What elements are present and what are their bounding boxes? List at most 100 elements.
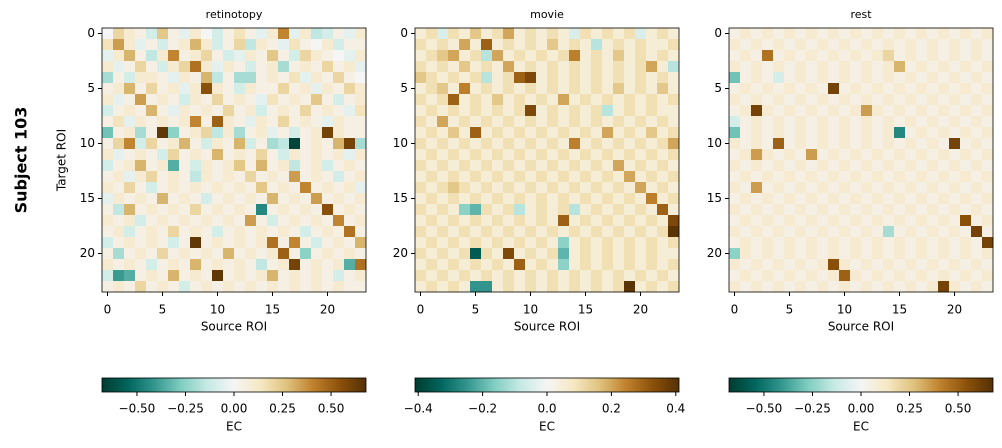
- heatmap-cell: [201, 61, 213, 73]
- heatmap-cell: [657, 138, 669, 150]
- heatmap-cell: [949, 171, 961, 183]
- heatmap-cell: [657, 237, 669, 249]
- heatmap-cell: [624, 72, 636, 84]
- heatmap-cell: [201, 259, 213, 271]
- heatmap-cell: [971, 171, 983, 183]
- heatmap-cell: [525, 83, 537, 95]
- heatmap-cell: [646, 72, 658, 84]
- heatmap-cell: [146, 160, 158, 172]
- heatmap-cell: [960, 105, 972, 117]
- heatmap-cell: [795, 149, 807, 161]
- heatmap-cell: [234, 215, 246, 227]
- heatmap-cell: [146, 259, 158, 271]
- colorbar-tick-label: −0.50: [746, 402, 783, 416]
- heatmap-cell: [547, 83, 559, 95]
- heatmap-cell: [157, 127, 169, 139]
- heatmap-cell: [624, 50, 636, 62]
- heatmap-cell: [817, 182, 829, 194]
- heatmap-cell: [492, 237, 504, 249]
- y-tick-label: 20: [80, 246, 95, 260]
- heatmap-cell: [569, 270, 581, 282]
- heatmap-cell: [850, 127, 862, 139]
- heatmap-cell: [982, 270, 994, 282]
- heatmap-cell: [322, 83, 334, 95]
- heatmap-cell: [437, 171, 449, 183]
- heatmap-cell: [883, 171, 895, 183]
- heatmap-cell: [613, 72, 625, 84]
- heatmap-cell: [300, 281, 312, 293]
- heatmap-cell: [591, 61, 603, 73]
- heatmap-cell: [146, 226, 158, 238]
- heatmap-cell: [157, 50, 169, 62]
- heatmap-cell: [492, 39, 504, 51]
- heatmap-cell: [355, 226, 367, 238]
- heatmap-cell: [514, 94, 526, 106]
- heatmap-cell: [102, 149, 114, 161]
- heatmap-cell: [861, 248, 873, 260]
- heatmap-cell: [806, 182, 818, 194]
- heatmap-cell: [168, 259, 180, 271]
- heatmap-cell: [569, 61, 581, 73]
- heatmap-cell: [938, 226, 950, 238]
- heatmap-cell: [850, 160, 862, 172]
- heatmap-cell: [580, 270, 592, 282]
- heatmap-cell: [971, 50, 983, 62]
- heatmap-cell: [190, 50, 202, 62]
- heatmap-cell: [102, 281, 114, 293]
- heatmap-cell: [751, 105, 763, 117]
- heatmap-cell: [949, 259, 961, 271]
- heatmap-cell: [872, 226, 884, 238]
- heatmap-cell: [729, 182, 741, 194]
- heatmap-cell: [894, 237, 906, 249]
- heatmap-cell: [894, 149, 906, 161]
- heatmap-cell: [938, 204, 950, 216]
- heatmap-cell: [470, 127, 482, 139]
- heatmap-cell: [971, 127, 983, 139]
- heatmap-cell: [762, 28, 774, 40]
- heatmap-cell: [322, 149, 334, 161]
- heatmap-cell: [828, 83, 840, 95]
- heatmap-cell: [751, 127, 763, 139]
- heatmap-cell: [168, 281, 180, 293]
- heatmap-cell: [437, 160, 449, 172]
- heatmap-cell: [234, 149, 246, 161]
- heatmap-cell: [795, 116, 807, 128]
- heatmap-cell: [817, 193, 829, 205]
- heatmap-cell: [949, 215, 961, 227]
- heatmap-cell: [784, 61, 796, 73]
- heatmap-cell: [179, 204, 191, 216]
- heatmap-cell: [949, 182, 961, 194]
- colorbar-label: EC: [539, 420, 555, 434]
- heatmap-cell: [740, 248, 752, 260]
- heatmap-cell: [916, 215, 928, 227]
- heatmap-cell: [872, 28, 884, 40]
- y-tick-label: 15: [707, 191, 722, 205]
- heatmap-cell: [333, 237, 345, 249]
- heatmap-cell: [245, 270, 257, 282]
- heatmap-cell: [927, 39, 939, 51]
- heatmap-cell: [861, 116, 873, 128]
- heatmap-cell: [613, 237, 625, 249]
- heatmap-cell: [602, 94, 614, 106]
- heatmap-cell: [245, 105, 257, 117]
- heatmap-cell: [861, 28, 873, 40]
- heatmap-cell: [602, 226, 614, 238]
- heatmap-cell: [168, 83, 180, 95]
- heatmap-cell: [481, 270, 493, 282]
- heatmap-cell: [470, 237, 482, 249]
- heatmap-cell: [916, 204, 928, 216]
- heatmap-cell: [751, 138, 763, 150]
- heatmap-cell: [157, 61, 169, 73]
- heatmap-cell: [525, 182, 537, 194]
- heatmap-cell: [289, 237, 301, 249]
- heatmap-cell: [426, 182, 438, 194]
- heatmap-cell: [635, 39, 647, 51]
- heatmap-cell: [580, 127, 592, 139]
- heatmap-cell: [795, 193, 807, 205]
- heatmap-cell: [514, 193, 526, 205]
- heatmap-cell: [415, 171, 427, 183]
- heatmap-cell: [960, 61, 972, 73]
- heatmap-cell: [278, 204, 290, 216]
- heatmap-cell: [740, 182, 752, 194]
- heatmap-cell: [883, 116, 895, 128]
